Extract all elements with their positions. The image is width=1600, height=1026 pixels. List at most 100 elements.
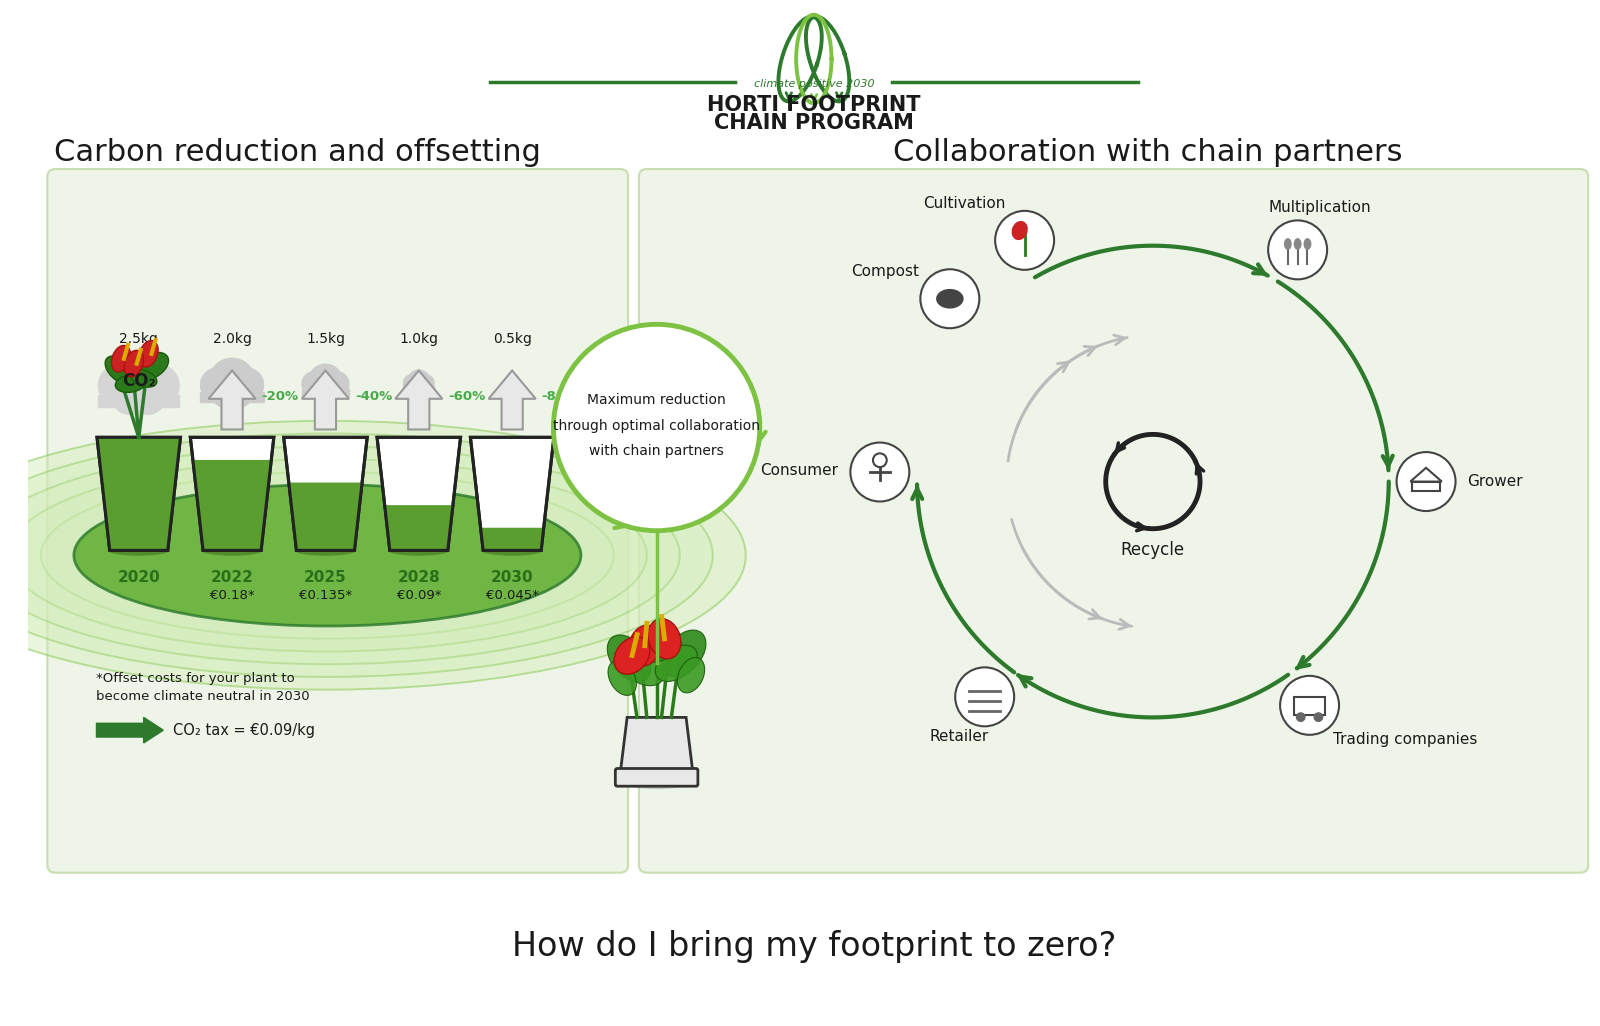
Bar: [200, 392, 264, 401]
Text: 2030: 2030: [491, 570, 533, 586]
Ellipse shape: [0, 421, 746, 689]
Ellipse shape: [1304, 238, 1312, 250]
Ellipse shape: [1283, 238, 1291, 250]
Circle shape: [1397, 452, 1456, 511]
Ellipse shape: [42, 472, 614, 639]
Text: Recycle: Recycle: [1122, 542, 1186, 559]
Bar: [506, 384, 520, 386]
Text: 2028: 2028: [397, 570, 440, 586]
Polygon shape: [384, 505, 453, 550]
Circle shape: [554, 324, 760, 530]
Ellipse shape: [677, 658, 704, 693]
Ellipse shape: [630, 635, 672, 663]
Circle shape: [507, 376, 517, 387]
Text: How do I bring my footprint to zero?: How do I bring my footprint to zero?: [512, 930, 1117, 962]
Polygon shape: [1413, 481, 1440, 491]
Text: Carbon reduction and offsetting: Carbon reduction and offsetting: [54, 137, 541, 167]
Text: Trading companies: Trading companies: [1333, 732, 1478, 747]
Circle shape: [507, 381, 514, 387]
Circle shape: [874, 453, 886, 467]
Text: Cultivation: Cultivation: [923, 196, 1005, 211]
Text: 1.0kg: 1.0kg: [400, 332, 438, 346]
Polygon shape: [395, 370, 442, 430]
Polygon shape: [288, 482, 362, 550]
Text: CO₂ tax = €0.09/kg: CO₂ tax = €0.09/kg: [173, 722, 315, 738]
Circle shape: [230, 368, 264, 401]
Polygon shape: [378, 437, 461, 550]
Text: 2.0kg: 2.0kg: [213, 332, 251, 346]
Circle shape: [1269, 221, 1326, 279]
Circle shape: [403, 374, 419, 391]
Text: through optimal collaboration: through optimal collaboration: [554, 419, 760, 433]
Circle shape: [310, 380, 331, 400]
Ellipse shape: [622, 778, 691, 789]
Circle shape: [98, 364, 141, 407]
Ellipse shape: [1294, 238, 1301, 250]
Ellipse shape: [387, 545, 450, 556]
Ellipse shape: [648, 619, 682, 659]
Ellipse shape: [0, 434, 712, 677]
Circle shape: [112, 378, 149, 415]
Text: 0.5kg: 0.5kg: [493, 332, 531, 346]
Text: become climate neutral in 2030: become climate neutral in 2030: [96, 690, 310, 703]
Circle shape: [1296, 712, 1306, 722]
Text: 2020: 2020: [117, 570, 160, 586]
FancyBboxPatch shape: [638, 169, 1589, 873]
Circle shape: [325, 371, 349, 396]
Text: 1.5kg: 1.5kg: [306, 332, 346, 346]
Polygon shape: [619, 717, 694, 781]
Text: *Offset costs for your plant to: *Offset costs for your plant to: [96, 672, 296, 684]
Ellipse shape: [202, 545, 264, 556]
Ellipse shape: [294, 545, 357, 556]
Text: -20%: -20%: [261, 390, 299, 402]
Text: Retailer: Retailer: [930, 729, 989, 744]
Circle shape: [122, 381, 155, 415]
Text: climate positive 2030: climate positive 2030: [754, 79, 874, 88]
Ellipse shape: [131, 369, 157, 387]
Text: €0.135*: €0.135*: [299, 589, 352, 602]
Circle shape: [211, 379, 240, 407]
Circle shape: [210, 358, 254, 404]
Text: -60%: -60%: [448, 390, 485, 402]
Ellipse shape: [482, 545, 544, 556]
Circle shape: [850, 442, 909, 502]
Circle shape: [510, 381, 517, 387]
FancyBboxPatch shape: [616, 768, 698, 786]
Circle shape: [416, 380, 429, 394]
Circle shape: [130, 378, 166, 415]
Text: 2022: 2022: [211, 570, 253, 586]
Ellipse shape: [654, 645, 698, 681]
Text: -40%: -40%: [355, 390, 392, 402]
Polygon shape: [190, 437, 274, 550]
Text: Collaboration with chain partners: Collaboration with chain partners: [893, 137, 1403, 167]
Circle shape: [315, 381, 336, 400]
Bar: [302, 389, 349, 396]
Circle shape: [408, 380, 422, 394]
Polygon shape: [283, 437, 366, 550]
Polygon shape: [488, 370, 536, 430]
Ellipse shape: [614, 637, 650, 674]
Ellipse shape: [8, 459, 646, 652]
Circle shape: [506, 379, 512, 386]
Circle shape: [509, 382, 515, 388]
Circle shape: [1314, 712, 1323, 722]
Circle shape: [320, 380, 341, 400]
Circle shape: [136, 364, 179, 407]
Text: HORTI FOOTPRINT: HORTI FOOTPRINT: [707, 95, 920, 115]
Bar: [403, 387, 434, 391]
Text: with chain partners: with chain partners: [589, 444, 723, 458]
Text: 2025: 2025: [304, 570, 347, 586]
Circle shape: [109, 352, 168, 410]
Text: Maximum reduction: Maximum reduction: [587, 393, 726, 407]
Ellipse shape: [133, 352, 168, 381]
Polygon shape: [1410, 468, 1442, 481]
Text: CHAIN PROGRAM: CHAIN PROGRAM: [714, 113, 914, 133]
Circle shape: [413, 381, 426, 394]
Ellipse shape: [106, 356, 138, 385]
Circle shape: [1280, 676, 1339, 735]
Ellipse shape: [608, 661, 637, 696]
Polygon shape: [194, 460, 272, 550]
Ellipse shape: [621, 650, 664, 685]
Circle shape: [408, 370, 430, 393]
Ellipse shape: [107, 545, 170, 556]
